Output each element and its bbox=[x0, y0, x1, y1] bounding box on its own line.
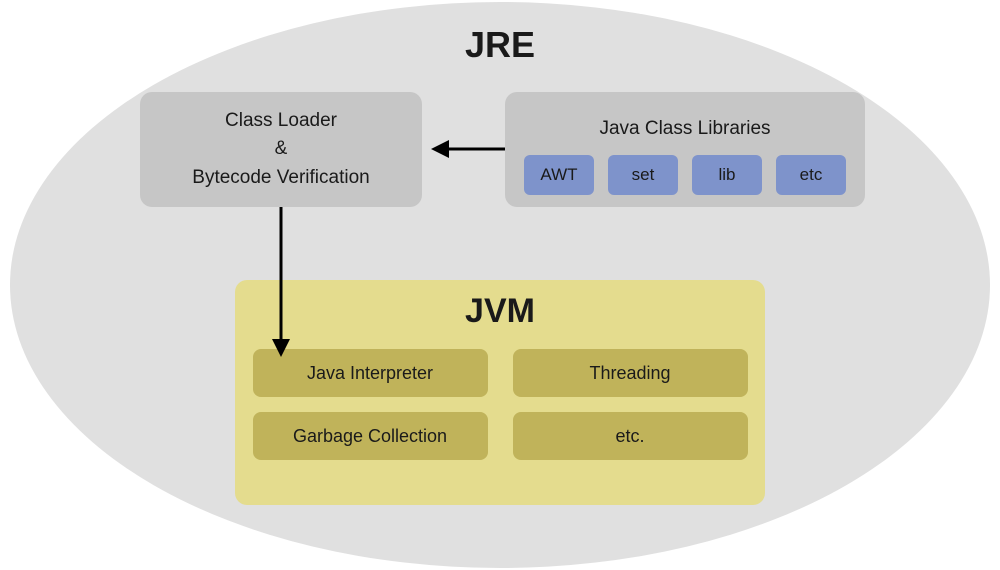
java-class-libraries-title: Java Class Libraries bbox=[599, 118, 770, 140]
classloader-box: Class Loader & Bytecode Verification bbox=[140, 92, 422, 207]
jvm-box: JVM Java Interpreter Threading Garbage C… bbox=[235, 280, 765, 505]
lib-chip-etc: etc bbox=[776, 155, 846, 195]
jre-title: JRE bbox=[0, 24, 1000, 66]
classloader-line3: Bytecode Verification bbox=[192, 164, 369, 193]
jvm-title: JVM bbox=[465, 292, 535, 331]
lib-chip-lib: lib bbox=[692, 155, 762, 195]
jvm-item-etc: etc. bbox=[513, 412, 748, 460]
jvm-item-threading: Threading bbox=[513, 349, 748, 397]
jvm-item-interpreter: Java Interpreter bbox=[253, 349, 488, 397]
jvm-item-gc: Garbage Collection bbox=[253, 412, 488, 460]
classloader-line1: Class Loader bbox=[225, 107, 337, 136]
jvm-grid: Java Interpreter Threading Garbage Colle… bbox=[253, 349, 748, 460]
classloader-line2: & bbox=[275, 135, 288, 164]
lib-chip-awt: AWT bbox=[524, 155, 594, 195]
java-class-libraries-box: Java Class Libraries AWT set lib etc bbox=[505, 92, 865, 207]
library-chips-row: AWT set lib etc bbox=[524, 155, 846, 195]
lib-chip-set: set bbox=[608, 155, 678, 195]
